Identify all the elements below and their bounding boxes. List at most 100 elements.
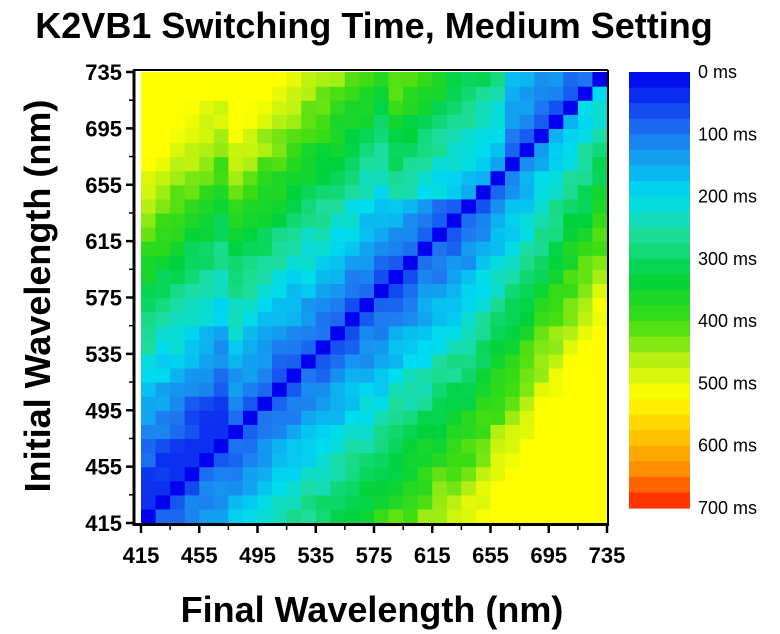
heatmap-cell — [344, 452, 361, 468]
heatmap-cell — [330, 227, 346, 242]
heatmap-cell — [330, 367, 346, 383]
heatmap-cell — [286, 480, 302, 496]
heatmap-cell — [534, 367, 550, 383]
heatmap-cell — [155, 198, 171, 214]
heatmap-cell — [141, 508, 157, 524]
y-tick-label: 415 — [85, 511, 122, 536]
heatmap-cell — [257, 227, 273, 242]
heatmap-cell — [432, 367, 448, 383]
heatmap-cell — [403, 114, 419, 129]
heatmap-cell — [170, 156, 186, 172]
heatmap-cell — [563, 255, 579, 270]
heatmap-cell — [592, 297, 608, 313]
heatmap-cell — [490, 410, 506, 425]
colorbar-label: 700 ms — [698, 498, 757, 518]
heatmap-cell — [155, 142, 171, 158]
heatmap-cell — [359, 480, 375, 496]
heatmap-cell — [490, 438, 506, 454]
heatmap-cell — [432, 198, 448, 214]
colorbar-band — [629, 212, 690, 229]
heatmap-cell — [344, 438, 361, 454]
heatmap-cell — [563, 283, 579, 299]
heatmap-cell — [490, 156, 506, 172]
heatmap-cell — [141, 128, 157, 144]
heatmap-cell — [141, 480, 157, 496]
heatmap-cell — [330, 438, 346, 454]
heatmap-cell — [548, 480, 564, 496]
heatmap-cell — [301, 269, 317, 284]
heatmap-cell — [170, 494, 186, 510]
heatmap-cell — [315, 382, 331, 397]
heatmap-cell — [242, 86, 259, 101]
heatmap-cell — [155, 156, 171, 172]
heatmap-cell — [242, 269, 259, 284]
heatmap-cell — [374, 297, 390, 313]
heatmap-cell — [184, 367, 200, 383]
heatmap-cell — [184, 452, 200, 468]
heatmap-cell — [505, 367, 521, 383]
colorbar-band — [629, 87, 690, 104]
heatmap-cell — [534, 212, 550, 228]
heatmap-cell — [577, 339, 594, 355]
heatmap-cell — [184, 353, 200, 369]
heatmap-cell — [286, 396, 302, 411]
heatmap-cell — [286, 283, 302, 299]
heatmap-cell — [432, 241, 448, 256]
heatmap-cell — [199, 227, 215, 242]
heatmap-cell — [548, 212, 564, 228]
heatmap-cell — [461, 86, 477, 101]
heatmap-cell — [592, 128, 608, 144]
heatmap-cell — [505, 114, 521, 129]
heatmap-cell — [199, 156, 215, 172]
heatmap-cell — [199, 410, 215, 425]
heatmap-cell — [534, 297, 550, 313]
heatmap-cell — [257, 297, 273, 313]
heatmap-cell — [242, 241, 259, 256]
heatmap-cell — [330, 212, 346, 228]
heatmap-cell — [592, 142, 608, 158]
heatmap-cell — [344, 494, 361, 510]
heatmap-cell — [344, 128, 361, 144]
heatmap-cell — [577, 198, 594, 214]
heatmap-cell — [213, 170, 229, 186]
heatmap-cell — [446, 100, 462, 115]
heatmap-cell — [403, 241, 419, 256]
heatmap-cell — [534, 72, 550, 87]
heatmap-cell — [592, 508, 608, 524]
heatmap-cell — [141, 142, 157, 158]
heatmap-cell — [388, 494, 404, 510]
heatmap-cell — [519, 424, 535, 440]
heatmap-cell — [155, 170, 171, 186]
x-tick-label: 735 — [589, 543, 626, 568]
heatmap-cell — [388, 114, 404, 129]
heatmap-cell — [242, 283, 259, 299]
heatmap-cell — [344, 466, 361, 482]
heatmap-cell — [577, 128, 594, 144]
heatmap-cell — [374, 396, 390, 411]
heatmap-cell — [199, 325, 215, 341]
colorbar-band — [629, 367, 690, 385]
heatmap-cell — [577, 325, 594, 341]
heatmap-cell — [155, 367, 171, 383]
heatmap-cell — [184, 255, 200, 270]
heatmap-cell — [301, 339, 317, 355]
heatmap-cell — [359, 212, 375, 228]
heatmap-cell — [344, 424, 361, 440]
heatmap-cell — [403, 156, 419, 172]
heatmap-cell — [344, 480, 361, 496]
heatmap-cell — [257, 255, 273, 270]
heatmap-cell — [417, 438, 433, 454]
heatmap-cell — [301, 424, 317, 440]
heatmap-cell — [519, 184, 535, 200]
heatmap-cell — [519, 367, 535, 383]
heatmap-cell — [359, 241, 375, 256]
heatmap-cell — [286, 212, 302, 228]
heatmap-cell — [519, 508, 535, 524]
heatmap-cell — [155, 86, 171, 101]
x-tick-label: 455 — [181, 543, 218, 568]
y-tick-label: 695 — [85, 116, 122, 141]
heatmap-cell — [563, 212, 579, 228]
heatmap-cell — [432, 410, 448, 425]
heatmap-cell — [242, 452, 259, 468]
heatmap-cell — [315, 128, 331, 144]
